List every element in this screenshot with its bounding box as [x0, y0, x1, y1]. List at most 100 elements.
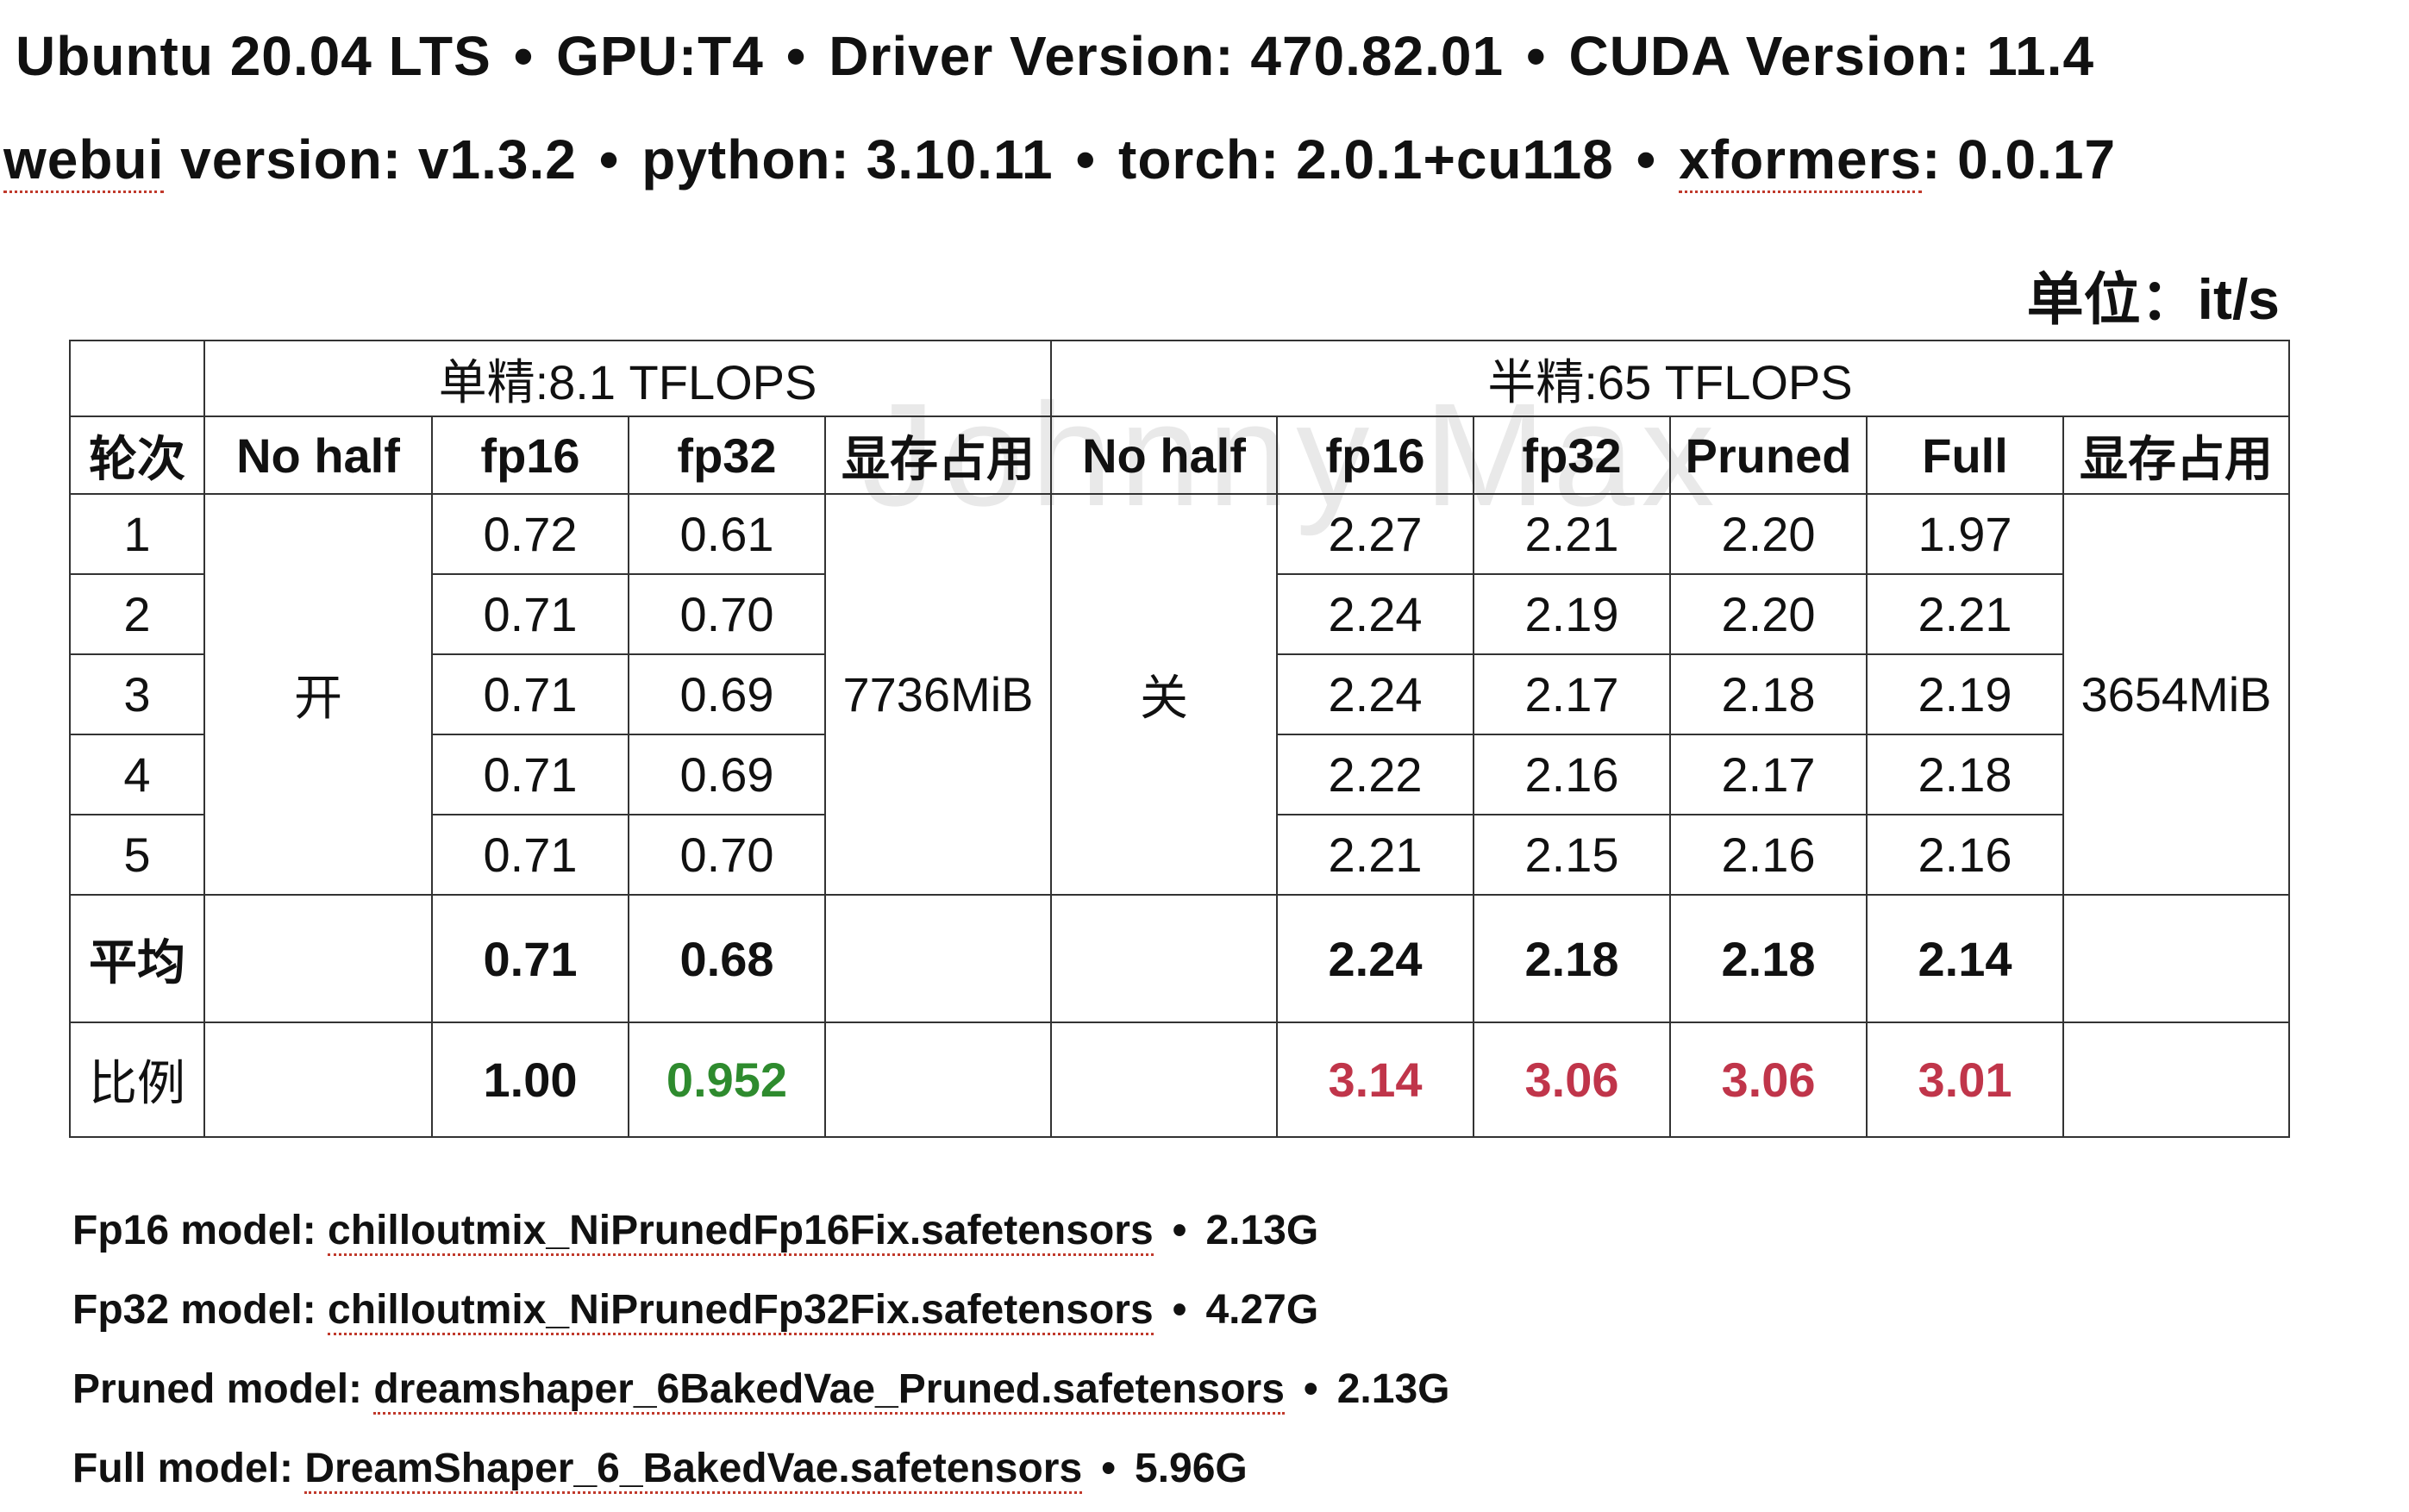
webui-word: webui: [3, 128, 165, 193]
header-line-software: webui version: v1.3.2 • python: 3.10.11 • to…: [3, 128, 2117, 193]
h-fp32-cell: 2.21: [1473, 493, 1671, 575]
column-header-row: 轮次 No half fp16 fp32 显存占用 No half fp16 f…: [69, 415, 2290, 495]
empty-cell: [1050, 894, 1278, 1023]
h-pruned-cell: 2.20: [1669, 493, 1868, 575]
h-pruned-cell: 2.16: [1669, 814, 1868, 896]
h-pruned-cell: 2.18: [1669, 653, 1868, 735]
xformers-word: xformers: [1679, 128, 1923, 193]
h-full-cell: 2.21: [1866, 573, 2064, 655]
empty-cell: [824, 1022, 1052, 1138]
s-fp32-cell: 0.69: [628, 653, 826, 735]
no-half-single-value: 开: [203, 493, 433, 896]
s-fp32-cell: 0.70: [628, 573, 826, 655]
col-mem-half: 显存占用: [2062, 415, 2290, 495]
empty-cell: [2062, 1022, 2290, 1138]
round-cell: 1: [69, 493, 205, 575]
col-fp32-single: fp32: [628, 415, 826, 495]
model-line-fp32: Fp32 model: chilloutmix_NiPrunedFp32Fix.…: [72, 1286, 1319, 1335]
round-cell: 4: [69, 734, 205, 815]
h-fp16-cell: 2.21: [1276, 814, 1474, 896]
h-fp16-cell: 2.24: [1276, 573, 1474, 655]
mem-half-value: 3654MiB: [2062, 493, 2290, 896]
unit-label: 单位：it/s: [2026, 267, 2280, 331]
table-row: 3 0.71 0.69 2.24 2.17 2.18 2.19: [69, 653, 2289, 735]
model-label: Full model:: [72, 1446, 305, 1491]
s-fp32-cell: 0.69: [628, 734, 826, 815]
table-row: 4 0.71 0.69 2.22 2.16 2.17 2.18: [69, 734, 2289, 815]
s-fp16-cell: 0.71: [431, 573, 629, 655]
separator-dot: •: [598, 128, 620, 191]
average-label: 平均: [69, 894, 205, 1023]
cuda-text: CUDA Version: 11.4: [1568, 25, 2095, 87]
ratio-label: 比例: [69, 1022, 205, 1138]
s-fp16-cell: 0.71: [431, 734, 629, 815]
col-no-half-single: No half: [203, 415, 433, 495]
model-file: chilloutmix_NiPrunedFp16Fix.safetensors: [328, 1208, 1154, 1256]
h-fp16-cell: 2.22: [1276, 734, 1474, 815]
ratio-h-pruned: 3.06: [1669, 1022, 1868, 1138]
h-fp32-cell: 2.17: [1473, 653, 1671, 735]
col-fp32-half: fp32: [1473, 415, 1671, 495]
group-single-precision: 单精:8.1 TFLOPS: [203, 340, 1052, 417]
empty-corner-cell: [69, 340, 205, 417]
model-line-pruned: Pruned model: dreamshaper_6BakedVae_Prun…: [72, 1365, 1450, 1415]
h-full-cell: 1.97: [1866, 493, 2064, 575]
separator-dot: •: [1172, 1287, 1187, 1333]
model-file: chilloutmix_NiPrunedFp32Fix.safetensors: [328, 1287, 1154, 1335]
model-file: DreamShaper_6_BakedVae.safetensors: [304, 1446, 1083, 1494]
ratio-h-fp32: 3.06: [1473, 1022, 1671, 1138]
header-line-system: Ubuntu 20.04 LTS • GPU:T4 • Driver Version: …: [16, 24, 2094, 88]
group-half-precision: 半精:65 TFLOPS: [1050, 340, 2290, 417]
avg-h-fp16: 2.24: [1276, 894, 1474, 1023]
col-mem-single: 显存占用: [824, 415, 1052, 495]
model-size: 2.13G: [1336, 1366, 1450, 1412]
col-full-half: Full: [1866, 415, 2064, 495]
avg-h-fp32: 2.18: [1473, 894, 1671, 1023]
h-fp16-cell: 2.24: [1276, 653, 1474, 735]
h-full-cell: 2.18: [1866, 734, 2064, 815]
driver-text: Driver Version: 470.82.01: [829, 25, 1505, 87]
model-line-fp16: Fp16 model: chilloutmix_NiPrunedFp16Fix.…: [72, 1207, 1319, 1256]
separator-dot: •: [513, 25, 535, 87]
s-fp32-cell: 0.70: [628, 814, 826, 896]
model-file: dreamshaper_6BakedVae_Pruned.safetensors: [373, 1366, 1285, 1415]
h-fp32-cell: 2.16: [1473, 734, 1671, 815]
table-row: 1 开 0.72 0.61 7736MiB 关 2.27 2.21 2.20 1…: [69, 493, 2290, 896]
empty-cell: [203, 1022, 433, 1138]
col-fp16-half: fp16: [1276, 415, 1474, 495]
average-row: 平均 0.71 0.68 2.24 2.18 2.18 2.14: [69, 894, 2290, 1023]
separator-dot: •: [1636, 128, 1657, 191]
table-row: 5 0.71 0.70 2.21 2.15 2.16 2.16: [69, 814, 2289, 896]
col-fp16-single: fp16: [431, 415, 629, 495]
s-fp16-cell: 0.71: [431, 814, 629, 896]
empty-cell: [203, 894, 433, 1023]
col-round: 轮次: [69, 415, 205, 495]
s-fp32-cell: 0.61: [628, 493, 826, 575]
table-row: 2 0.71 0.70 2.24 2.19 2.20 2.21: [69, 573, 2289, 655]
model-size: 2.13G: [1205, 1208, 1319, 1253]
round-cell: 5: [69, 814, 205, 896]
h-full-cell: 2.16: [1866, 814, 2064, 896]
xformers-version-text: : 0.0.17: [1922, 128, 2117, 191]
h-fp32-cell: 2.15: [1473, 814, 1671, 896]
model-size: 4.27G: [1205, 1287, 1319, 1333]
torch-text: torch: 2.0.1+cu118: [1118, 128, 1614, 191]
separator-dot: •: [1526, 25, 1547, 87]
model-size: 5.96G: [1135, 1446, 1248, 1491]
separator-dot: •: [785, 25, 807, 87]
h-pruned-cell: 2.20: [1669, 573, 1868, 655]
benchmark-table: 单精:8.1 TFLOPS 半精:65 TFLOPS 轮次 No half fp…: [69, 340, 2290, 1138]
mem-single-value: 7736MiB: [824, 493, 1052, 896]
gpu-text: GPU:T4: [556, 25, 764, 87]
webui-version-text: version: v1.3.2: [164, 128, 577, 191]
col-no-half-half: No half: [1050, 415, 1278, 495]
python-text: python: 3.10.11: [641, 128, 1054, 191]
s-fp16-cell: 0.71: [431, 653, 629, 735]
col-pruned-half: Pruned: [1669, 415, 1868, 495]
ratio-row: 比例 1.00 0.952 3.14 3.06 3.06 3.01: [69, 1022, 2290, 1138]
avg-h-pruned: 2.18: [1669, 894, 1868, 1023]
separator-dot: •: [1101, 1446, 1116, 1491]
avg-s-fp16: 0.71: [431, 894, 629, 1023]
avg-h-full: 2.14: [1866, 894, 2064, 1023]
empty-cell: [2062, 894, 2290, 1023]
